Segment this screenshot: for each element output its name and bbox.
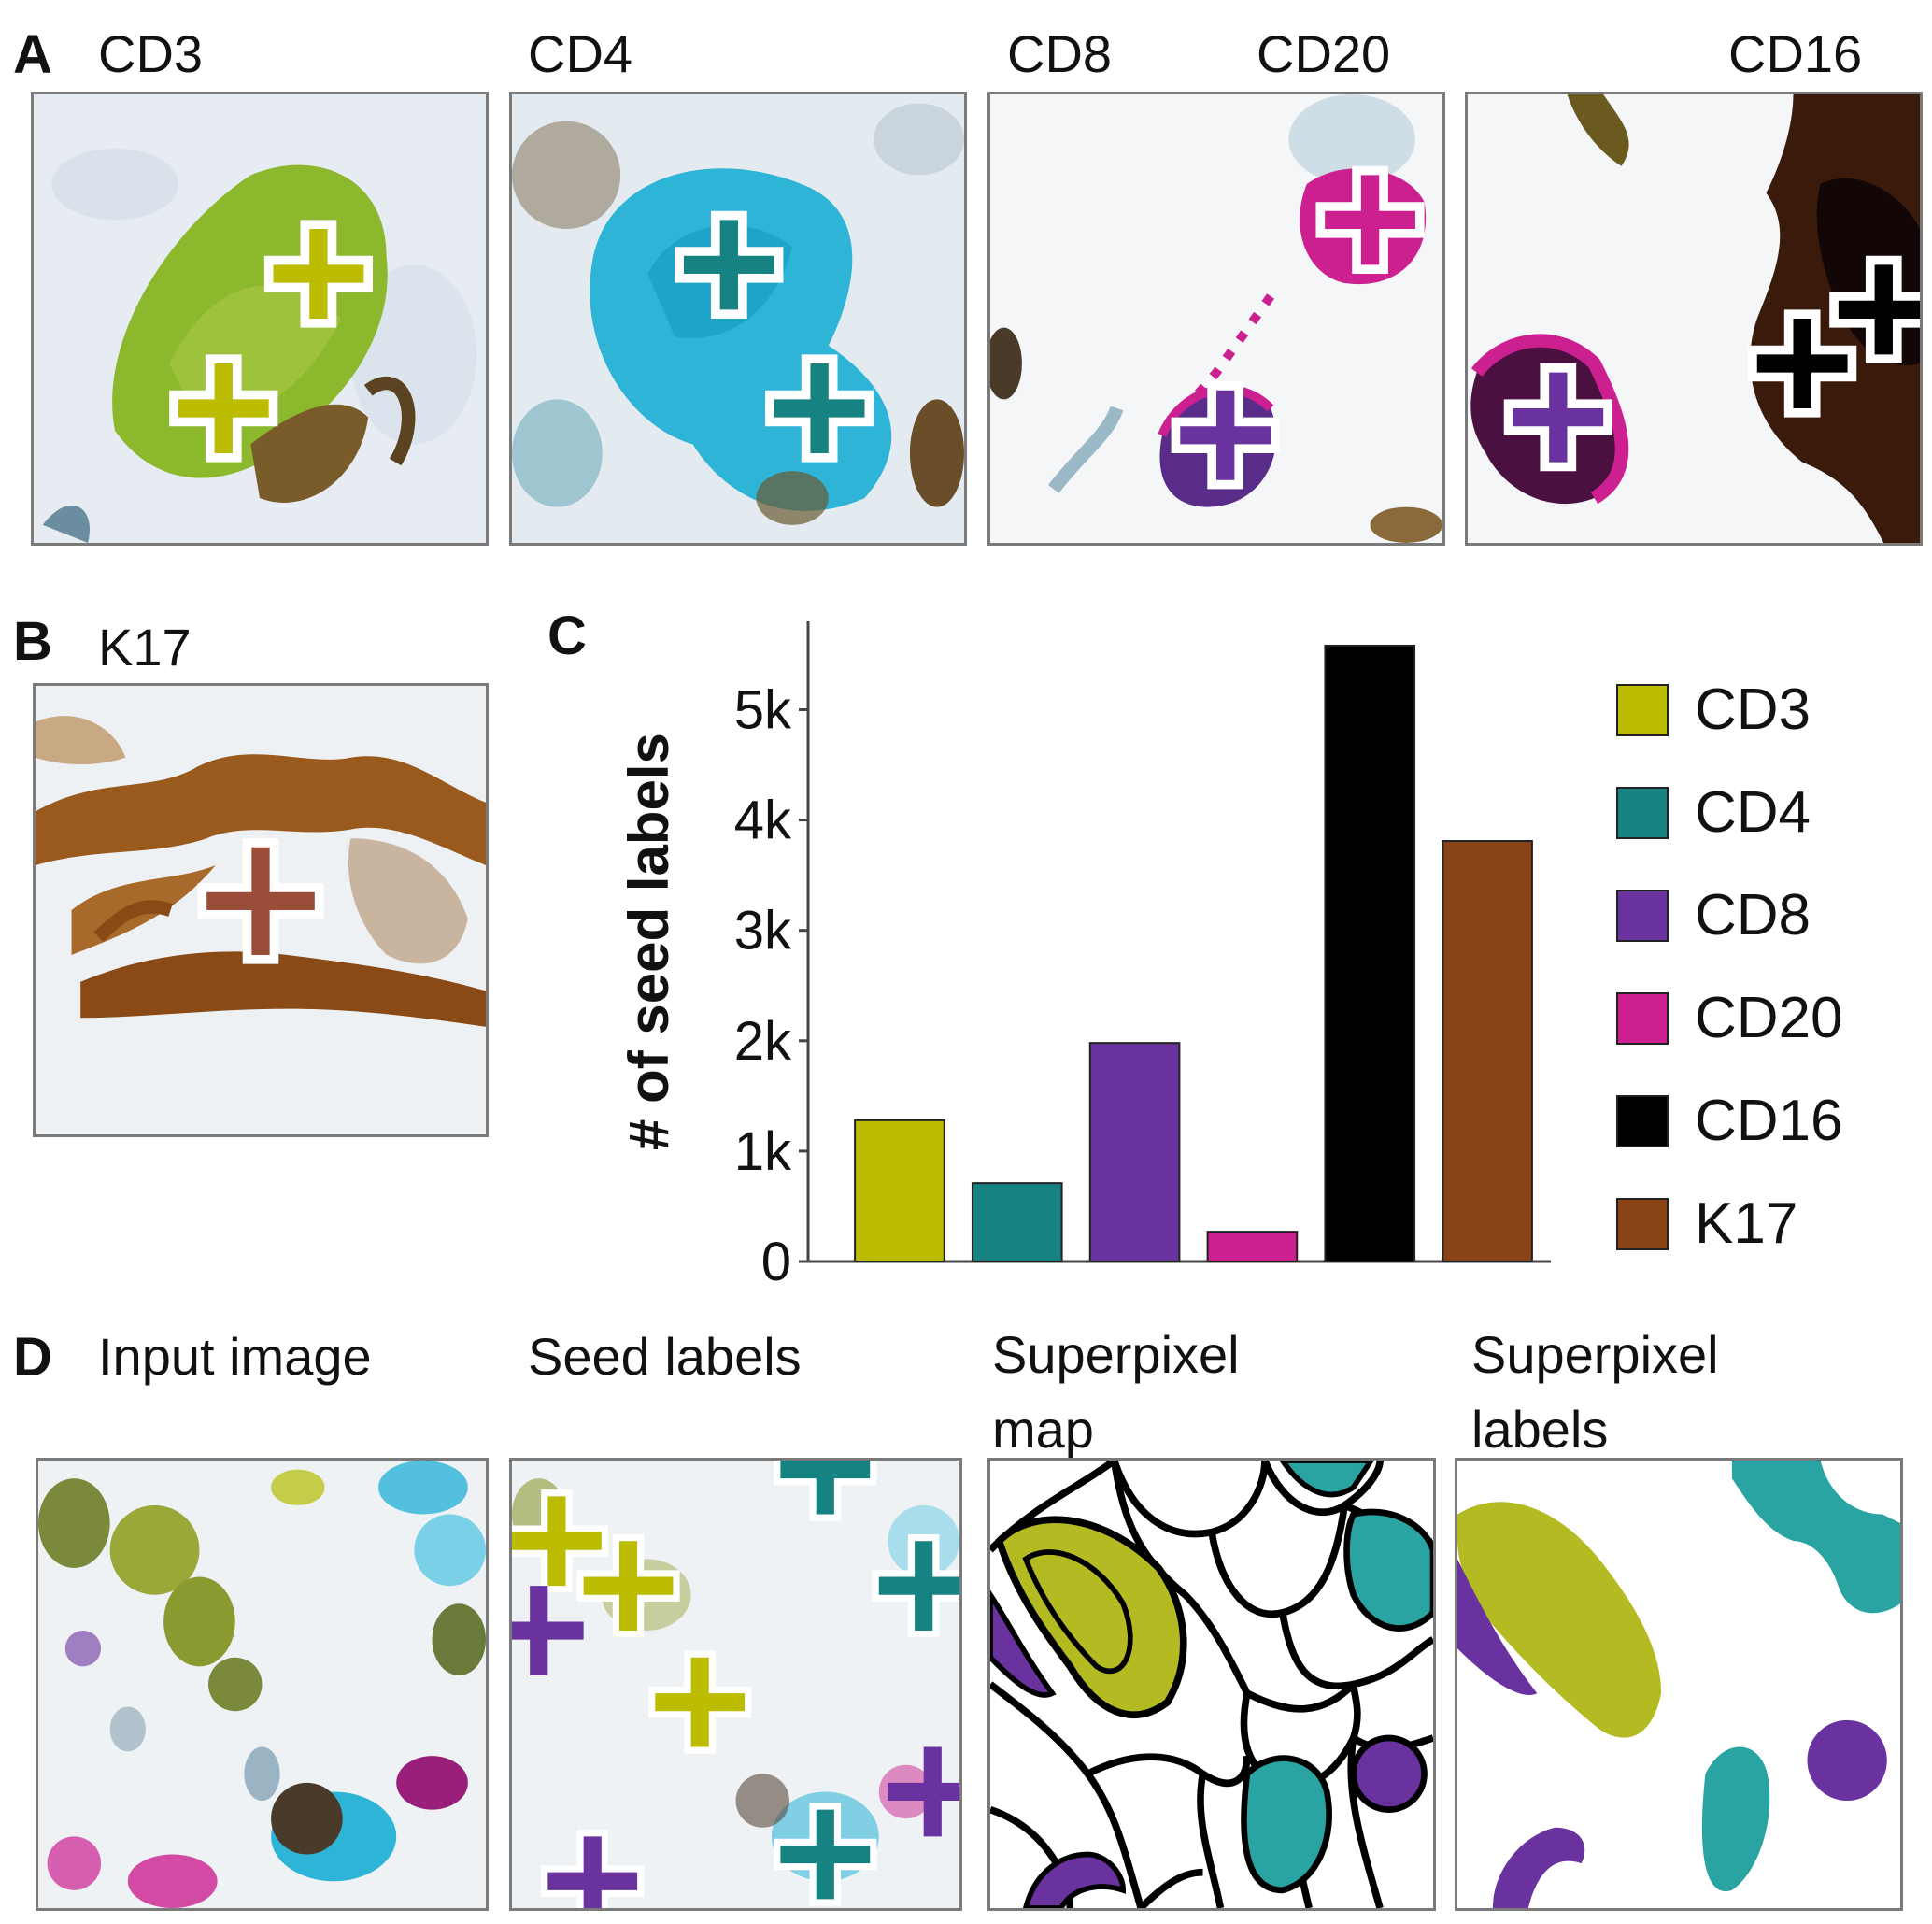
- seed-labels-image: [512, 1461, 959, 1908]
- panel-d-title-labels-line2: labels: [1471, 1400, 1609, 1459]
- k17-seed-cross: [197, 838, 324, 964]
- panel-a-letter: A: [13, 24, 52, 85]
- panel-d-title-input: Input image: [98, 1327, 372, 1386]
- y-tick-label: 1k: [734, 1121, 792, 1182]
- cd8-cd20-stain-image: [990, 94, 1442, 543]
- chart-legend: CD3 CD4 CD8 CD20 CD16 K17: [1616, 659, 1843, 1276]
- seed-labels-bar-chart: 0 1k 2k 3k 4k 5k # of seed labels: [618, 621, 1551, 1290]
- panel-d-title-seed: Seed labels: [528, 1327, 802, 1386]
- panel-d-title-map: Superpixel map: [992, 1318, 1240, 1467]
- y-tick-label: 2k: [734, 1011, 792, 1072]
- panel-a-label-cd4: CD4: [528, 24, 633, 83]
- cd4-seed-cross: [675, 210, 874, 463]
- y-tick-label: 4k: [734, 791, 792, 851]
- legend-item-cd20: CD20: [1616, 967, 1843, 1070]
- cd16-image-tile: [1465, 92, 1923, 546]
- panel-b-label-k17: K17: [98, 618, 192, 677]
- panel-a-label-cd3: CD3: [98, 24, 204, 83]
- panel-b-letter: B: [13, 611, 52, 672]
- bar-cd16: [1324, 644, 1416, 1262]
- legend-item-cd8: CD8: [1616, 864, 1843, 967]
- legend-label: CD3: [1695, 677, 1811, 742]
- cd4-image-tile: [509, 92, 967, 546]
- cd3-image-tile: [31, 92, 489, 546]
- y-tick-label: 3k: [734, 901, 792, 962]
- cd8-seed-cross: [1171, 381, 1280, 490]
- superpixel-labels-image: [1457, 1461, 1900, 1908]
- superpixel-map-image: [990, 1461, 1433, 1908]
- panel-d-title-map-line2: map: [992, 1400, 1094, 1459]
- legend-swatch: [1616, 684, 1669, 736]
- legend-swatch: [1616, 1198, 1669, 1250]
- k17-stain-image: [36, 686, 486, 1134]
- superpixel-map-tile: [987, 1458, 1436, 1911]
- panel-a-label-cd20: CD20: [1257, 24, 1391, 83]
- cd16-seed-cross: [1748, 255, 1920, 418]
- y-tick-label: 5k: [734, 679, 792, 740]
- cd4-stain-image: [512, 94, 964, 543]
- cd3-seed-cross: [169, 220, 373, 463]
- cd16-stain-image: [1468, 94, 1920, 543]
- bar-cd4: [971, 1182, 1063, 1262]
- cd3-stain-image: [34, 94, 486, 543]
- cd8-seed-cross-cd16: [1503, 363, 1612, 472]
- cd20-seed-cross: [1315, 165, 1425, 274]
- panel-d-title-labels-line1: Superpixel: [1471, 1325, 1719, 1384]
- bar-k17: [1442, 840, 1533, 1263]
- legend-item-k17: K17: [1616, 1173, 1843, 1276]
- legend-label: CD8: [1695, 883, 1811, 948]
- legend-swatch: [1616, 1095, 1669, 1147]
- legend-label: CD16: [1695, 1089, 1843, 1153]
- panel-c-letter: C: [547, 606, 587, 666]
- legend-item-cd4: CD4: [1616, 762, 1843, 864]
- y-tick-label: 0: [761, 1232, 791, 1290]
- legend-label: K17: [1695, 1191, 1798, 1256]
- legend-swatch: [1616, 890, 1669, 942]
- seed-cross-cd4: [774, 1461, 959, 1906]
- input-stain-image: [38, 1461, 486, 1908]
- input-image-tile: [36, 1458, 489, 1911]
- panel-a-label-cd16: CD16: [1728, 24, 1863, 83]
- panel-a-label-cd8: CD8: [1007, 24, 1113, 83]
- legend-label: CD4: [1695, 780, 1811, 845]
- seed-labels-tile: [509, 1458, 962, 1911]
- y-axis-title: # of seed labels: [618, 733, 680, 1150]
- bar-cd20: [1206, 1231, 1299, 1262]
- panel-d-letter: D: [13, 1327, 52, 1388]
- k17-image-tile: [33, 683, 489, 1137]
- legend-item-cd3: CD3: [1616, 659, 1843, 762]
- bar-cd8: [1088, 1042, 1181, 1263]
- cd8-cd20-image-tile: [987, 92, 1445, 546]
- legend-label: CD20: [1695, 986, 1843, 1050]
- superpixel-labels-tile: [1455, 1458, 1903, 1911]
- legend-swatch: [1616, 992, 1669, 1045]
- seed-cross-cd3: [512, 1489, 752, 1754]
- legend-item-cd16: CD16: [1616, 1070, 1843, 1173]
- legend-swatch: [1616, 787, 1669, 839]
- seed-cross-cd8: [512, 1586, 959, 1908]
- panel-d-title-labels: Superpixel labels: [1471, 1318, 1719, 1467]
- bar-cd3: [854, 1119, 945, 1262]
- panel-d-title-map-line1: Superpixel: [992, 1325, 1240, 1384]
